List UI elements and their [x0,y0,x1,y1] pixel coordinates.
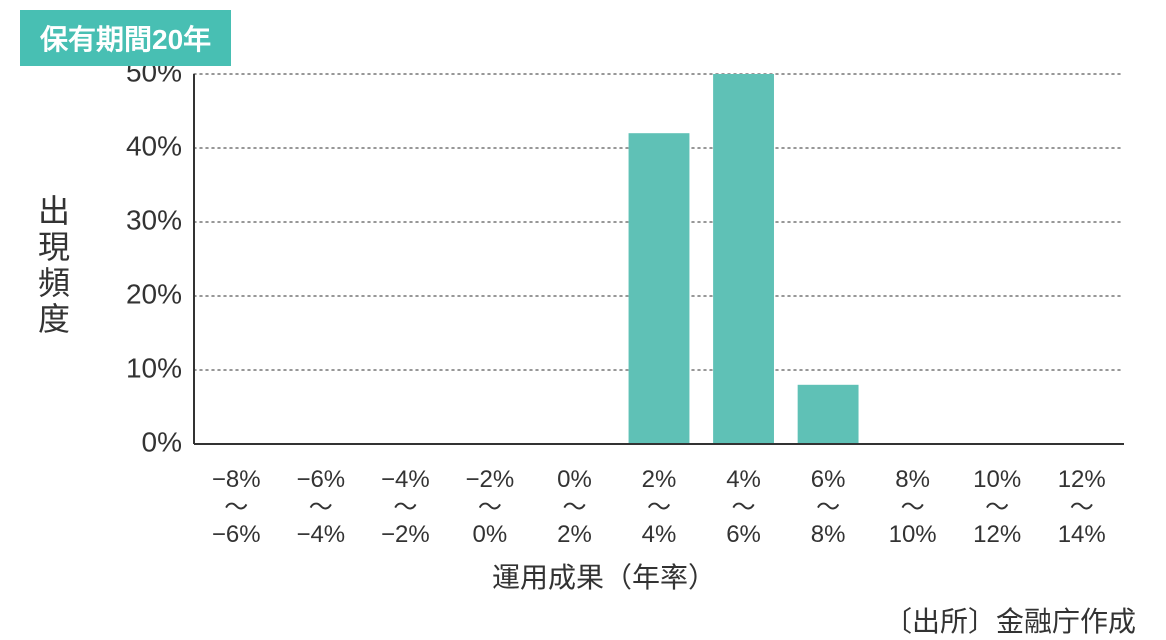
holding-period-badge: 保有期間20年 [20,10,231,66]
x-tick-label-top: 2% [617,466,702,494]
x-tick-label: 10%〜12% [955,466,1040,549]
x-tick-label-mid: 〜 [955,494,1040,522]
x-tick-label: 4%〜6% [701,466,786,549]
x-tick-label-top: −6% [279,466,364,494]
x-tick-label-bot: 2% [532,521,617,549]
x-tick-label: −4%〜−2% [363,466,448,549]
x-tick-label-bot: 6% [701,521,786,549]
x-tick-label-bot: 10% [870,521,955,549]
x-tick-label-top: 12% [1039,466,1124,494]
x-tick-label-bot: 4% [617,521,702,549]
x-tick-label-mid: 〜 [363,494,448,522]
x-tick-label-mid: 〜 [448,494,533,522]
y-tick-label: 20% [126,278,182,309]
bar [713,74,774,444]
bar [629,133,690,444]
x-tick-label-top: −8% [194,466,279,494]
x-tick-label: −8%〜−6% [194,466,279,549]
chart-wrap: 0% 10% 20% 30% 40% 50% [74,66,1134,466]
y-axis-title: 出現頻度 [20,194,70,338]
x-tick-label: 8%〜10% [870,466,955,549]
x-tick-labels-row: −8%〜−6%−6%〜−4%−4%〜−2%−2%〜0%0%〜2%2%〜4%4%〜… [74,466,1134,550]
x-tick-label-bot: 12% [955,521,1040,549]
x-tick-label-mid: 〜 [194,494,279,522]
x-tick-label-top: 8% [870,466,955,494]
x-tick-label: −6%〜−4% [279,466,364,549]
x-tick-label-bot: 0% [448,521,533,549]
x-tick-label-mid: 〜 [532,494,617,522]
x-tick-label-mid: 〜 [279,494,364,522]
x-tick-label: 0%〜2% [532,466,617,549]
x-tick-label-bot: −6% [194,521,279,549]
chart-row: 出現頻度 0% 10% 20% 30% 40% 50% [20,66,1146,466]
x-tick-label-mid: 〜 [1039,494,1124,522]
x-tick-label-bot: 8% [786,521,871,549]
x-tick-label: 6%〜8% [786,466,871,549]
y-tick-label: 40% [126,130,182,161]
x-tick-label-top: 0% [532,466,617,494]
y-tick-label: 50% [126,66,182,87]
y-tick-label: 0% [142,426,182,457]
x-tick-label-mid: 〜 [786,494,871,522]
bar [798,385,859,444]
page-root: 保有期間20年 出現頻度 0%10%20%30%40%50% −8%〜−6%−6… [0,0,1166,636]
source-attribution: 〔出所〕金融庁作成 [20,600,1146,640]
bar-chart: 0% 10% 20% 30% 40% 50% [74,66,1134,466]
x-tick-label-bot: −2% [363,521,448,549]
x-axis-title: 運用成果（年率） [74,556,1134,596]
y-tick-label: 30% [126,204,182,235]
x-tick-label-mid: 〜 [870,494,955,522]
x-tick-label-mid: 〜 [617,494,702,522]
x-tick-label-top: 4% [701,466,786,494]
x-tick-label-top: −4% [363,466,448,494]
x-tick-label-mid: 〜 [701,494,786,522]
x-tick-label-top: 6% [786,466,871,494]
y-tick-label: 10% [126,352,182,383]
x-tick-label: 2%〜4% [617,466,702,549]
x-tick-label: 12%〜14% [1039,466,1124,549]
x-tick-label-top: −2% [448,466,533,494]
x-tick-label-bot: −4% [279,521,364,549]
x-tick-label-top: 10% [955,466,1040,494]
x-tick-label: −2%〜0% [448,466,533,549]
x-tick-label-bot: 14% [1039,521,1124,549]
